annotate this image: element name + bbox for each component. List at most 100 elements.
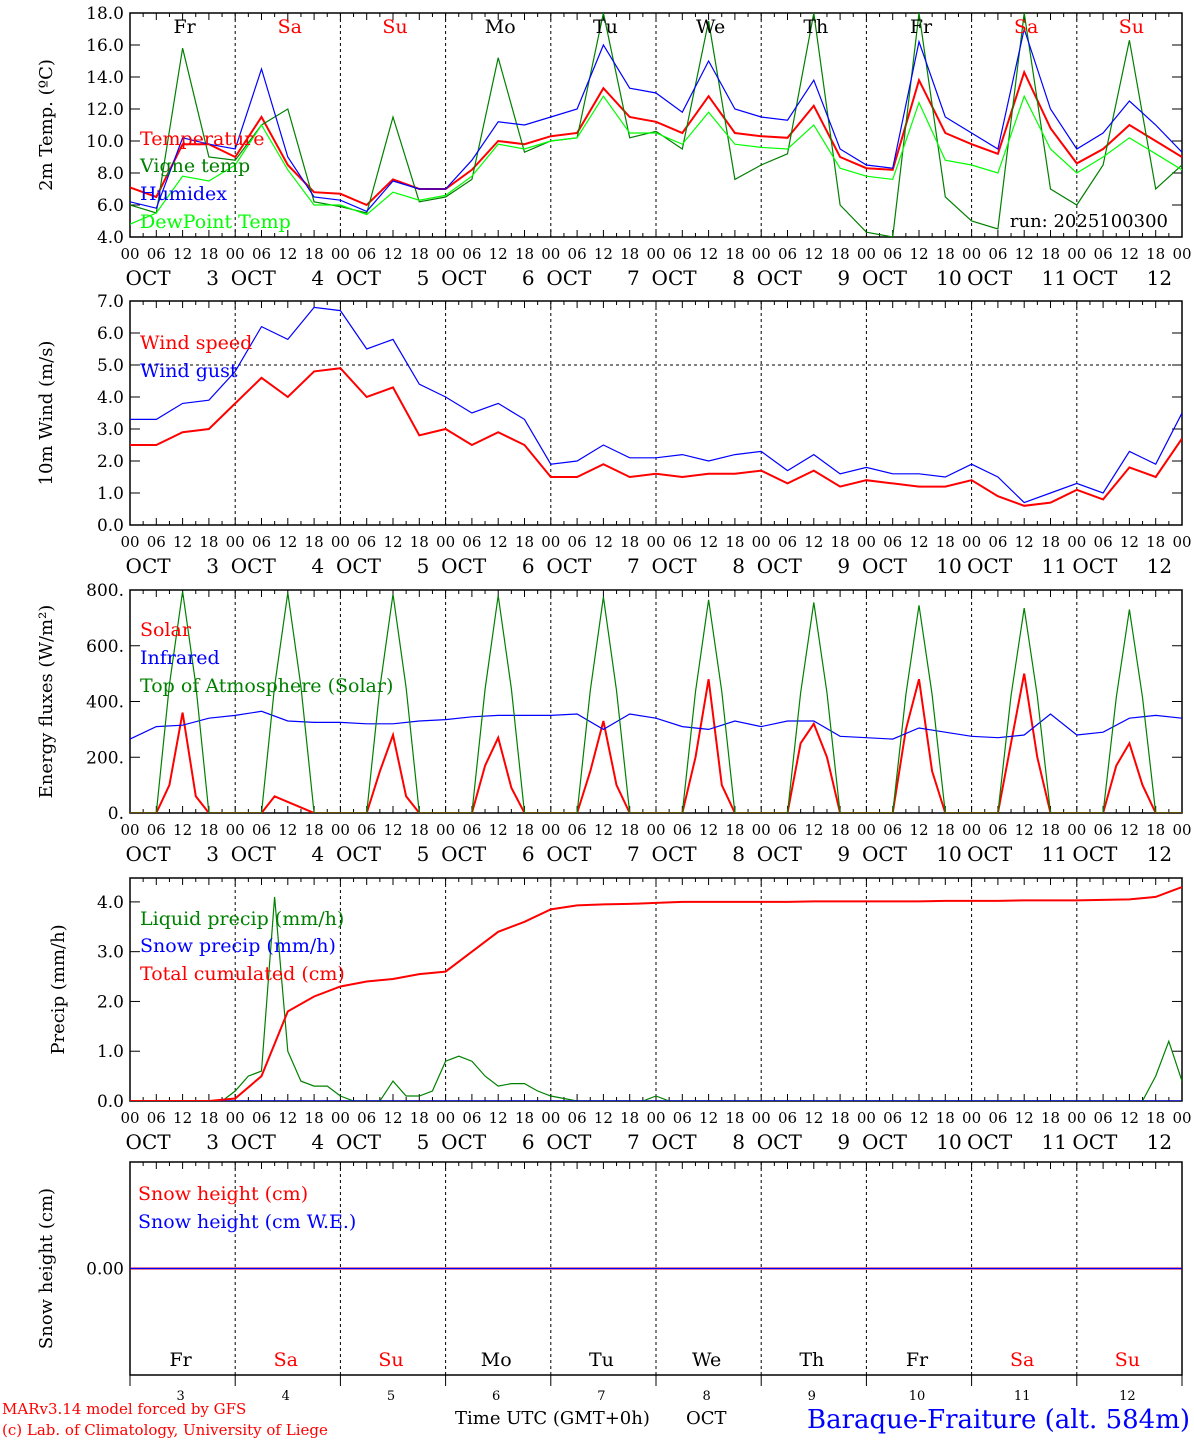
x-day-label: 3 — [176, 1389, 184, 1404]
x-hour-label: 12 — [909, 821, 928, 839]
x-hour-label: 00 — [1067, 1109, 1086, 1127]
x-hour-label: 18 — [725, 1109, 744, 1127]
x-hour-label: 06 — [462, 245, 481, 263]
x-hour-label: 12 — [278, 245, 297, 263]
x-hour-label: 06 — [673, 245, 692, 263]
legend-entry: Snow height (cm W.E.) — [138, 1211, 356, 1233]
x-day-label: 5 — [417, 266, 430, 290]
series-line-wind-speed — [130, 367, 1182, 507]
x-hour-label: 12 — [1015, 1109, 1034, 1127]
x-hour-label: 18 — [1146, 245, 1165, 263]
y-tick-label: 8.0 — [97, 164, 124, 184]
x-day-label: 11 — [1041, 1130, 1066, 1154]
y-tick-label: 16.0 — [86, 36, 124, 56]
x-month-label: OCT — [231, 1130, 277, 1154]
x-hour-label: 00 — [226, 821, 245, 839]
y-tick-label: 3.0 — [97, 943, 124, 963]
y-tick-label: 800. — [86, 581, 124, 601]
x-hour-label: 12 — [699, 533, 718, 551]
x-hour-label: 06 — [568, 821, 587, 839]
weekday-label: Su — [382, 16, 407, 38]
x-hour-label: 18 — [199, 533, 218, 551]
x-day-label: 11 — [1041, 266, 1066, 290]
x-month-label: OCT — [546, 554, 592, 578]
x-month-label: OCT — [441, 842, 487, 866]
x-hour-label: 00 — [120, 821, 139, 839]
y-tick-label: 7.0 — [97, 292, 124, 312]
x-day-label: 3 — [206, 842, 219, 866]
credit-line: (c) Lab. of Climatology, University of L… — [2, 1421, 328, 1439]
series-line-wind-gust — [130, 306, 1182, 504]
x-day-label: 12 — [1147, 842, 1172, 866]
x-hour-label: 18 — [515, 1109, 534, 1127]
x-hour-label: 12 — [804, 245, 823, 263]
x-hour-label: 18 — [725, 245, 744, 263]
x-hour-label: 12 — [594, 1109, 613, 1127]
x-hour-label: 12 — [1015, 821, 1034, 839]
legend-entry: DewPoint Temp — [140, 211, 291, 233]
x-hour-label: 00 — [436, 533, 455, 551]
weekday-label: Th — [799, 1349, 824, 1371]
y-tick-label: 0.00 — [86, 1260, 124, 1280]
x-hour-label: 12 — [278, 1109, 297, 1127]
x-hour-label: 18 — [936, 245, 955, 263]
x-day-label: 3 — [206, 554, 219, 578]
x-month-label: OCT — [441, 1130, 487, 1154]
x-hour-label: 12 — [383, 821, 402, 839]
x-day-label: 4 — [311, 554, 324, 578]
x-month-label: OCT — [231, 266, 277, 290]
y-tick-label: 4.0 — [97, 388, 124, 408]
x-hour-label: 00 — [331, 1109, 350, 1127]
x-hour-label: 00 — [752, 245, 771, 263]
x-hour-label: 18 — [305, 821, 324, 839]
weekday-label: Mo — [485, 16, 516, 38]
x-hour-label: 06 — [568, 245, 587, 263]
x-hour-label: 12 — [1120, 533, 1139, 551]
x-hour-label: 00 — [331, 821, 350, 839]
x-month-label: OCT — [967, 842, 1013, 866]
x-hour-label: 12 — [278, 821, 297, 839]
x-day-label: 9 — [837, 554, 850, 578]
x-hour-label: 18 — [831, 821, 850, 839]
legend-entry: Infrared — [140, 647, 220, 669]
x-hour-label: 00 — [226, 245, 245, 263]
x-hour-label: 06 — [1094, 821, 1113, 839]
x-hour-label: 12 — [489, 1109, 508, 1127]
x-day-label: 6 — [522, 554, 535, 578]
weekday-label: Su — [1119, 16, 1144, 38]
x-month-label: OCT — [862, 266, 908, 290]
legend-entry: Wind speed — [140, 332, 252, 354]
x-hour-label: 00 — [646, 245, 665, 263]
x-day-label: 10 — [936, 554, 961, 578]
weekday-label: Sa — [1014, 16, 1038, 38]
x-hour-label: 12 — [909, 1109, 928, 1127]
x-day-label: 3 — [206, 1130, 219, 1154]
x-hour-label: 06 — [673, 1109, 692, 1127]
x-hour-label: 00 — [1067, 821, 1086, 839]
station-title: Baraque-Fraiture (alt. 584m) — [807, 1405, 1190, 1435]
x-hour-label: 06 — [357, 533, 376, 551]
x-month-label: OCT — [757, 1130, 803, 1154]
x-month-label: OCT — [441, 266, 487, 290]
x-hour-label: 00 — [857, 1109, 876, 1127]
x-day-label: 8 — [732, 554, 745, 578]
x-hour-label: 00 — [962, 533, 981, 551]
y-tick-label: 12.0 — [86, 100, 124, 120]
x-hour-label: 00 — [541, 821, 560, 839]
x-hour-label: 06 — [147, 245, 166, 263]
x-hour-label: 12 — [594, 821, 613, 839]
x-hour-label: 06 — [673, 533, 692, 551]
x-hour-label: 06 — [883, 1109, 902, 1127]
x-month-label: OCT — [1072, 554, 1118, 578]
legend-entry: Total cumulated (cm) — [140, 963, 345, 985]
x-day-label: 4 — [311, 842, 324, 866]
x-month-label: OCT — [967, 1130, 1013, 1154]
x-day-label: 10 — [936, 266, 961, 290]
x-day-label: 10 — [936, 842, 961, 866]
x-hour-label: 00 — [962, 245, 981, 263]
x-month-label: OCT — [652, 266, 698, 290]
x-hour-label: 12 — [383, 533, 402, 551]
x-month-label: OCT — [862, 554, 908, 578]
x-day-label: 6 — [522, 1130, 535, 1154]
x-day-label: 7 — [627, 554, 640, 578]
